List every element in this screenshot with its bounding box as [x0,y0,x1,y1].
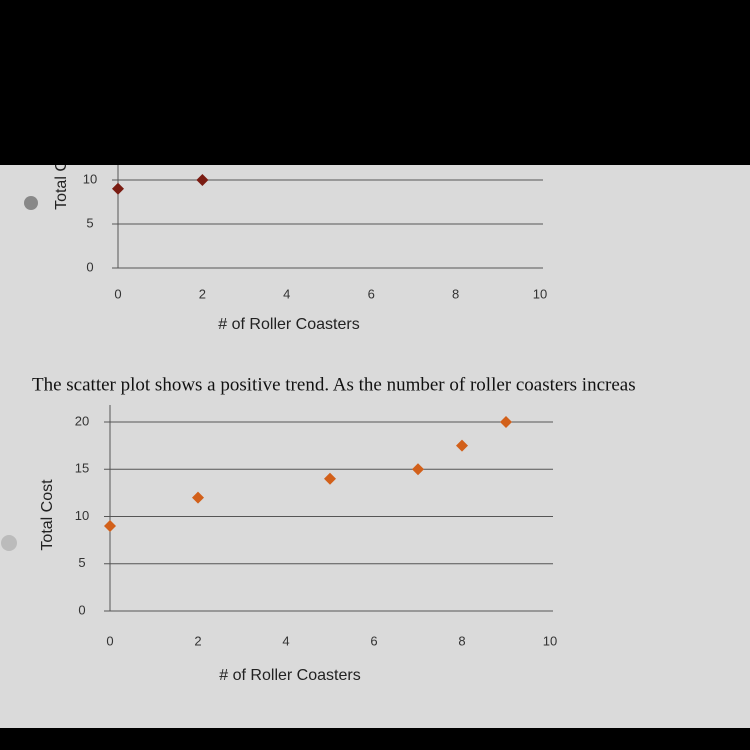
bottom-band [0,728,750,750]
y-tick-label: 15 [75,461,89,476]
x-tick-label: 4 [282,633,289,648]
data-point [456,439,468,452]
data-point [412,463,424,476]
radio-button[interactable] [24,196,38,210]
data-point [324,472,336,485]
radio-button[interactable] [1,535,17,551]
x-tick-label: 0 [106,633,113,648]
y-tick-label: 20 [75,413,89,428]
data-point [196,174,209,186]
y-tick-label: 0 [86,259,93,274]
data-point [500,416,512,428]
x-tick-label: 0 [114,286,121,301]
x-tick-label: 6 [368,286,375,301]
y-axis-label: Total Cost [39,479,56,551]
x-tick-label: 2 [199,286,206,301]
data-point [104,519,116,532]
y-tick-label: 5 [78,555,85,570]
x-tick-label: 10 [543,633,557,648]
top-band [0,0,750,165]
x-axis-label: # of Roller Coasters [219,667,360,684]
data-point [192,491,204,504]
screen-area [0,165,750,728]
y-tick-label: 5 [86,215,93,230]
x-tick-label: 10 [533,286,547,301]
x-tick-label: 8 [458,633,465,648]
y-tick-label: 10 [75,508,89,523]
x-tick-label: 8 [452,286,459,301]
x-axis-label: # of Roller Coasters [218,316,359,333]
x-tick-label: 4 [283,286,290,301]
statement: The scatter plot shows a positive trend.… [32,374,636,395]
y-tick-label: 0 [78,602,85,617]
x-tick-label: 2 [194,633,201,648]
y-tick-label: 10 [83,171,97,186]
data-point [112,182,124,195]
x-tick-label: 6 [370,633,377,648]
y-axis-label: Total C [53,160,70,210]
